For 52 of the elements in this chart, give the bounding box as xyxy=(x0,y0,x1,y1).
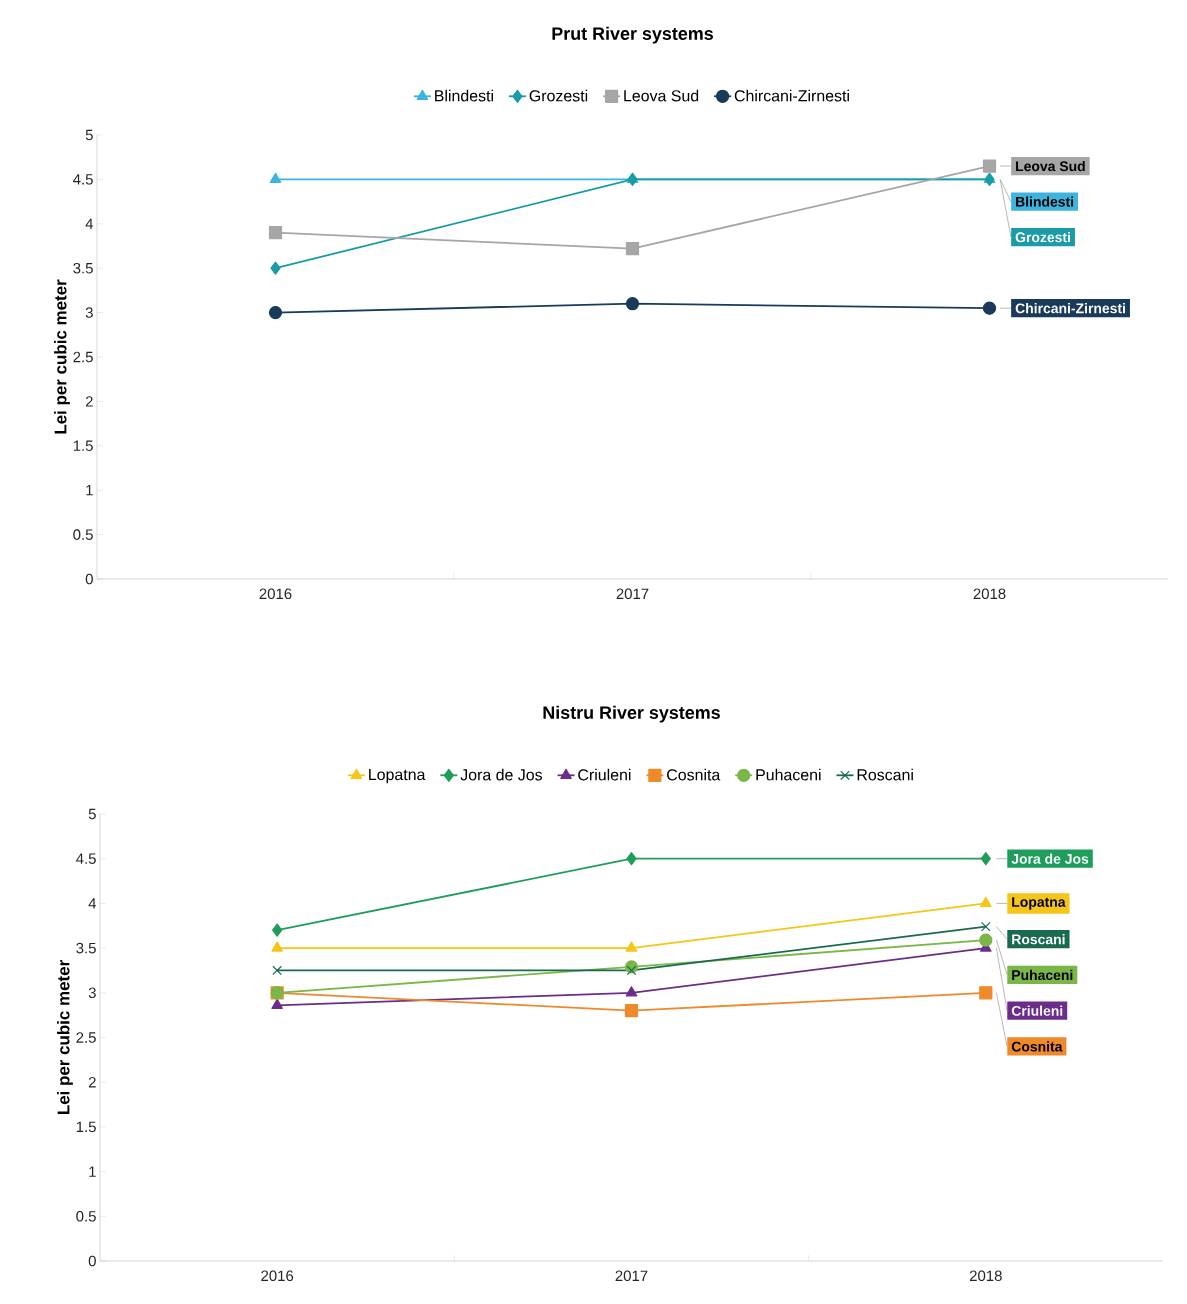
x-tick-label: 2017 xyxy=(616,588,649,600)
y-tick-label: 3 xyxy=(88,987,96,999)
y-tick-label: 1.5 xyxy=(76,1121,96,1133)
y-axis-title: Lei per cubic meter xyxy=(54,279,70,434)
y-tick-label: 2.5 xyxy=(76,1032,96,1043)
y-tick-label: 2.5 xyxy=(73,351,93,363)
legend-label: Grozesti xyxy=(529,89,588,102)
text: Grozesti xyxy=(1015,231,1070,243)
y-tick-label: 4 xyxy=(88,898,97,909)
legend-label: Cosnita xyxy=(667,768,721,781)
y-tick-label: 1 xyxy=(86,485,93,496)
legend-label: Chircani-Zirnesti xyxy=(734,89,849,102)
legend-label: Blindesti xyxy=(435,89,493,102)
y-tick-label: 0 xyxy=(85,573,93,585)
y-tick-label: 0 xyxy=(88,1255,96,1267)
y-tick-label: 2 xyxy=(88,1076,96,1088)
x-tick-label: 2016 xyxy=(259,588,292,600)
y-tick-label: 4 xyxy=(85,218,94,229)
x-tick-label: 2016 xyxy=(261,1270,294,1282)
text: Puhaceni xyxy=(1012,969,1073,981)
y-tick-label: 0.5 xyxy=(73,529,93,540)
legend-label: Criuleni xyxy=(578,768,631,781)
y-tick-label: 4.5 xyxy=(73,174,93,185)
legend-label: Puhaceni xyxy=(756,768,821,781)
x-tick-label: 2017 xyxy=(615,1270,648,1282)
x-tick-label: 2018 xyxy=(973,588,1006,600)
text: Lopatna xyxy=(1012,897,1066,910)
text: Roscani xyxy=(1012,934,1065,945)
y-tick-label: 2 xyxy=(85,396,93,407)
chart-title: Nistru River systems xyxy=(543,705,720,723)
y-tick-label: 3.5 xyxy=(73,262,93,274)
y-tick-label: 3 xyxy=(85,307,93,318)
y-tick-label: 1.5 xyxy=(73,440,93,451)
y-tick-label: 5 xyxy=(88,808,96,820)
chart-title: Prut River systems xyxy=(552,26,713,44)
legend-label: Jora de Jos xyxy=(460,768,543,781)
y-tick-label: 0.5 xyxy=(76,1211,96,1222)
y-tick-label: 4.5 xyxy=(76,853,96,864)
y-axis-title: Lei per cubic meter xyxy=(57,960,73,1115)
legend-label: Roscani xyxy=(857,768,913,781)
text: Leova Sud xyxy=(624,89,699,102)
legend-label: Lopatna xyxy=(369,769,426,784)
legend-label: Leova Sud xyxy=(1016,160,1085,172)
y-tick-label: 3.5 xyxy=(76,942,96,954)
y-tick-label: 5 xyxy=(85,129,93,141)
text: Cosnita xyxy=(1011,1041,1063,1052)
text: Blindesti xyxy=(1016,196,1074,207)
y-tick-label: 1 xyxy=(89,1166,96,1177)
text: Chircani-Zirnesti xyxy=(1015,303,1125,314)
text: Jora de Jos xyxy=(1011,853,1089,864)
x-tick-label: 2018 xyxy=(969,1270,1002,1282)
text: Criuleni xyxy=(1011,1005,1063,1016)
